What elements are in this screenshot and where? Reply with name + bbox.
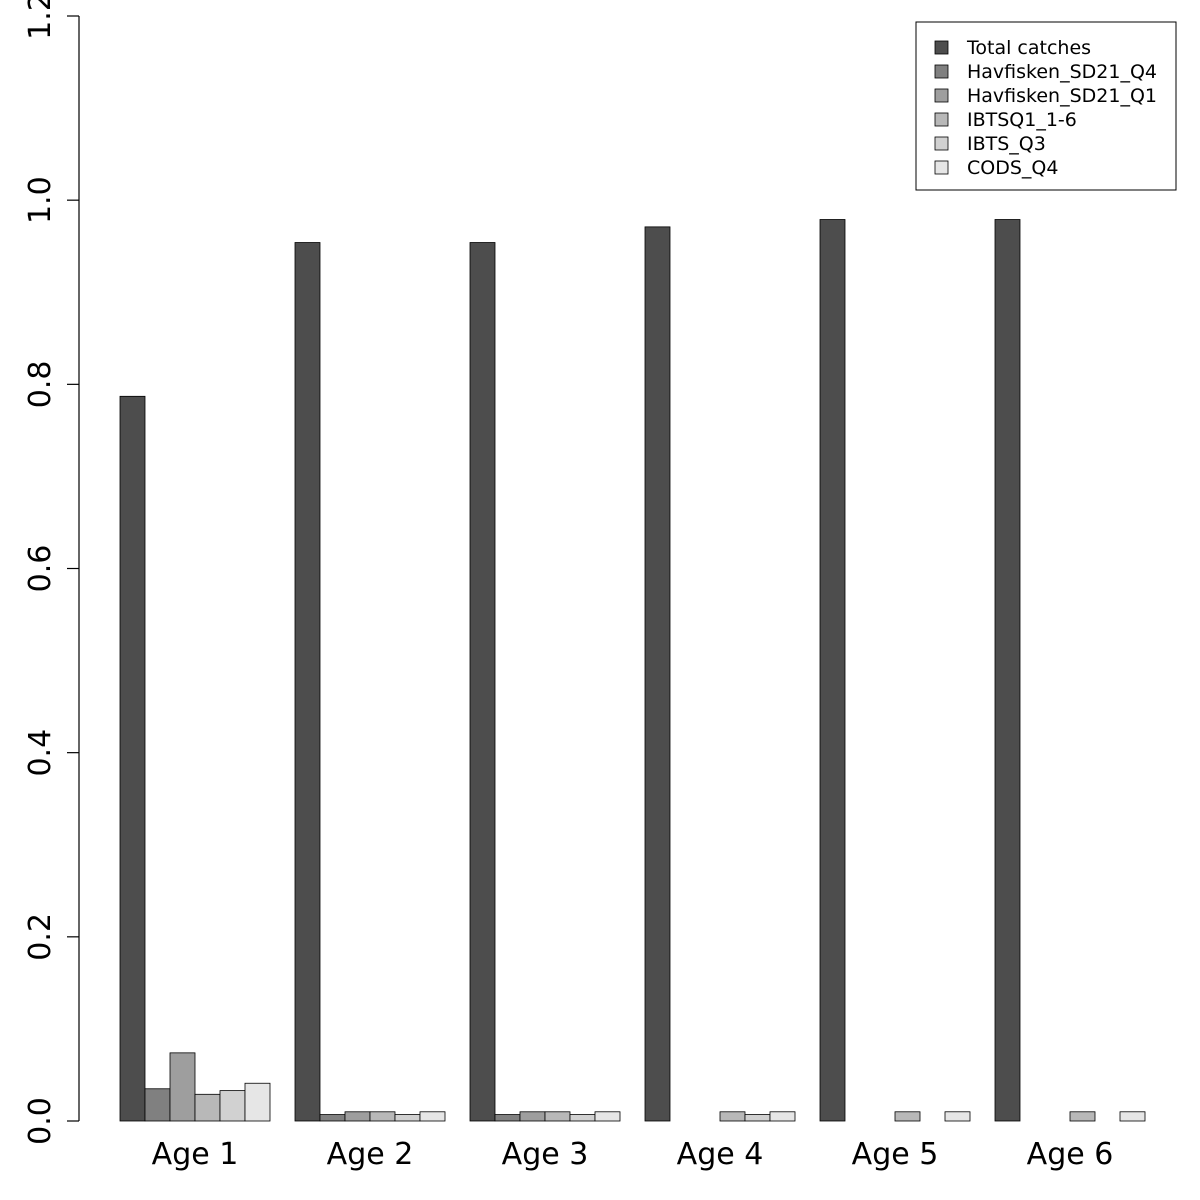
bar <box>494 1114 521 1122</box>
bar <box>119 395 146 1122</box>
legend-item: IBTSQ1_1-6 <box>934 109 1077 131</box>
legend-label: Havfisken_SD21_Q1 <box>967 85 1157 107</box>
bar <box>769 1111 796 1122</box>
x-tick-label: Age 3 <box>502 1137 589 1172</box>
bar <box>894 1111 921 1122</box>
y-tick-label: 0.0 <box>23 1097 58 1145</box>
bar <box>644 226 671 1122</box>
legend: Total catchesHavfisken_SD21_Q4Havfisken_… <box>915 21 1177 191</box>
legend-swatch <box>934 64 949 79</box>
legend-swatch <box>934 40 949 55</box>
y-tick-label: 0.6 <box>23 545 58 593</box>
y-tick-label: 0.4 <box>23 729 58 777</box>
bar <box>569 1114 596 1122</box>
legend-label: Havfisken_SD21_Q4 <box>967 61 1157 83</box>
x-tick-label: Age 5 <box>852 1137 939 1172</box>
y-tick-label: 0.2 <box>23 913 58 961</box>
y-axis: 0.0 0.2 0.4 0.6 0.8 1.0 1.2 <box>23 0 80 1145</box>
bar <box>394 1114 421 1122</box>
bar-group <box>294 242 446 1122</box>
legend-item: CODS_Q4 <box>934 157 1058 179</box>
bar <box>944 1111 971 1122</box>
bar <box>594 1111 621 1122</box>
bar <box>1069 1111 1096 1122</box>
bar <box>819 219 846 1122</box>
legend-label: CODS_Q4 <box>967 157 1058 179</box>
bar <box>294 242 321 1122</box>
y-tick-label: 1.0 <box>23 176 58 224</box>
bar <box>519 1111 546 1122</box>
bar-group <box>994 219 1146 1122</box>
bar <box>719 1111 746 1122</box>
bar <box>144 1088 171 1122</box>
legend-swatch <box>934 160 949 175</box>
bar <box>544 1111 571 1122</box>
bars <box>119 219 1146 1122</box>
bar <box>369 1111 396 1122</box>
bar <box>469 242 496 1122</box>
legend-item: Havfisken_SD21_Q1 <box>934 85 1157 107</box>
bar <box>194 1093 221 1122</box>
legend-item: IBTS_Q3 <box>934 133 1046 155</box>
bar <box>169 1052 196 1122</box>
y-tick-label: 0.8 <box>23 360 58 408</box>
x-tick-label: Age 2 <box>327 1137 414 1172</box>
x-axis-labels: Age 1 Age 2 Age 3 Age 4 Age 5 Age 6 <box>152 1137 1114 1172</box>
legend-item: Havfisken_SD21_Q4 <box>934 61 1157 83</box>
legend-swatch <box>934 112 949 127</box>
x-tick-label: Age 1 <box>152 1137 239 1172</box>
x-tick-label: Age 4 <box>677 1137 764 1172</box>
bar-group <box>819 219 971 1122</box>
bar <box>1119 1111 1146 1122</box>
bar <box>319 1114 346 1122</box>
bar <box>344 1111 371 1122</box>
legend-label: Total catches <box>966 37 1091 59</box>
legend-swatch <box>934 136 949 151</box>
bar-group <box>469 242 621 1122</box>
bar <box>419 1111 446 1122</box>
legend-box <box>915 21 1177 191</box>
bar-group <box>644 226 796 1122</box>
legend-swatch <box>934 88 949 103</box>
legend-label: IBTS_Q3 <box>967 133 1046 155</box>
bar <box>994 219 1021 1122</box>
bar-group <box>119 395 271 1122</box>
x-tick-label: Age 6 <box>1027 1137 1114 1172</box>
legend-item: Total catches <box>934 37 1091 59</box>
bar <box>219 1090 246 1122</box>
bar <box>244 1082 271 1122</box>
legend-label: IBTSQ1_1-6 <box>967 109 1077 131</box>
y-tick-label: 1.2 <box>23 0 58 40</box>
bar <box>744 1114 771 1122</box>
